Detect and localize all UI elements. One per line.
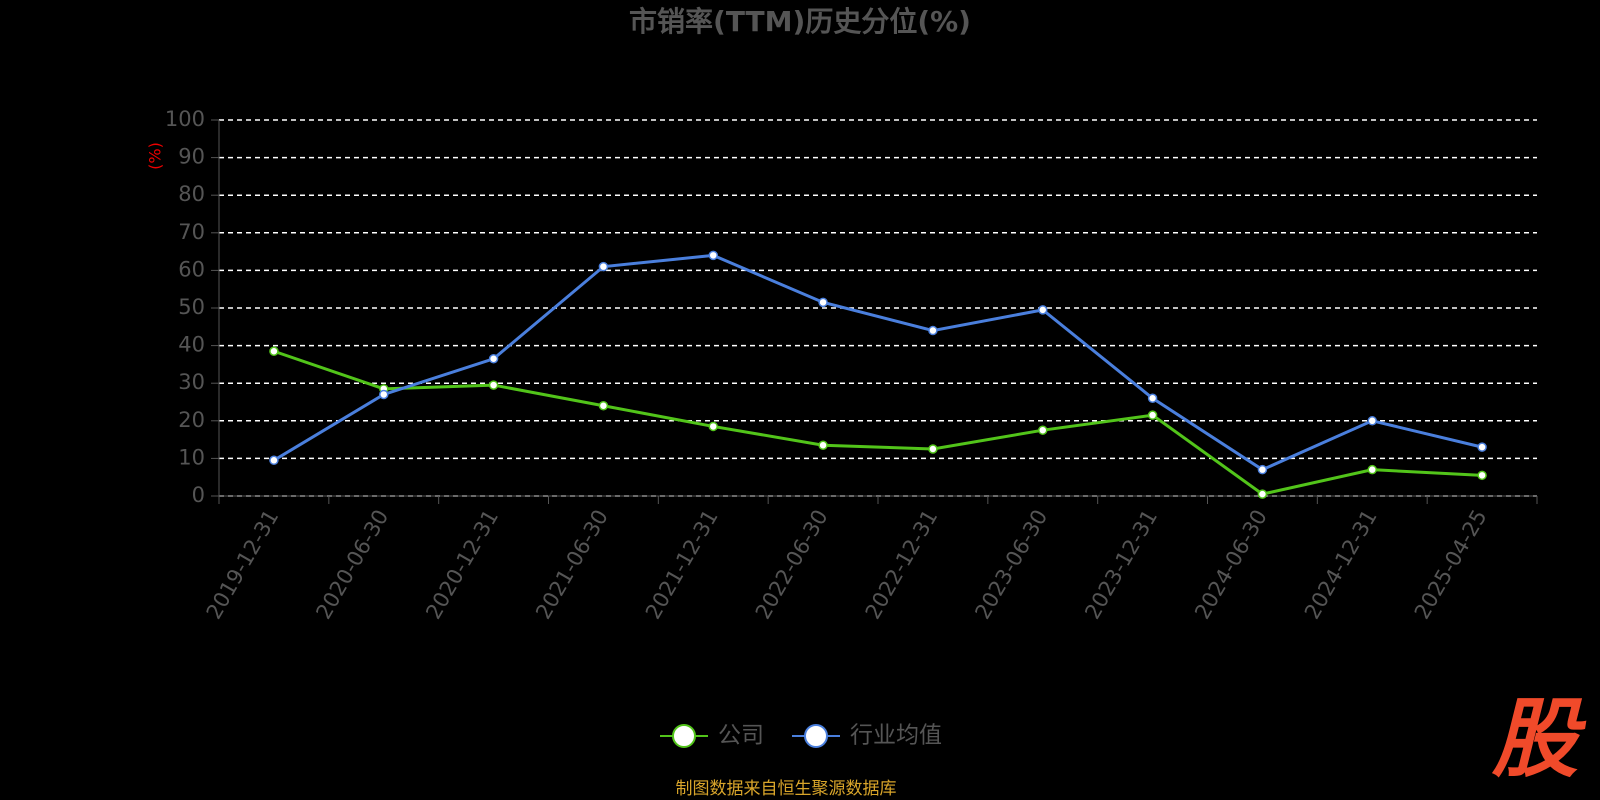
y-tick-label: 80 xyxy=(178,182,205,206)
legend-marker xyxy=(804,724,828,748)
y-axis-label: (%) xyxy=(146,142,165,170)
data-point xyxy=(598,401,609,411)
data-point xyxy=(1367,416,1377,426)
data-point xyxy=(1038,305,1048,315)
legend-marker xyxy=(672,724,696,748)
y-tick-label: 60 xyxy=(178,257,205,281)
data-point xyxy=(1147,393,1158,403)
series-line xyxy=(273,349,1483,496)
data-point xyxy=(1367,464,1377,475)
data-point xyxy=(379,389,389,400)
data-point xyxy=(818,440,828,450)
data-point xyxy=(1477,470,1487,481)
y-tick-label: 90 xyxy=(178,145,205,169)
data-point xyxy=(1257,464,1268,475)
y-tick-label: 10 xyxy=(178,445,205,469)
data-point xyxy=(1257,489,1268,499)
series-line xyxy=(273,253,1483,472)
data-point xyxy=(818,297,828,308)
chart-title: 市销率(TTM)历史分位(%) xyxy=(629,5,971,38)
y-tick-label: 100 xyxy=(165,107,205,131)
source-note: 制图数据来自恒生聚源数据库 xyxy=(676,779,897,799)
legend-label: 行业均值 xyxy=(850,723,942,749)
y-tick-label: 50 xyxy=(178,295,205,319)
data-point xyxy=(1147,410,1158,420)
data-point xyxy=(928,325,938,336)
legend-label: 公司 xyxy=(718,723,764,749)
y-tick-label: 40 xyxy=(178,333,205,357)
data-point xyxy=(1038,425,1048,435)
data-point xyxy=(598,261,609,272)
y-tick-label: 20 xyxy=(178,408,205,432)
data-point xyxy=(928,444,938,454)
y-tick-label: 70 xyxy=(178,220,205,244)
data-point xyxy=(1477,442,1487,452)
data-point xyxy=(269,346,279,356)
y-tick-label: 30 xyxy=(178,370,205,394)
data-point xyxy=(488,380,499,390)
data-point xyxy=(488,354,499,364)
watermark: 股 xyxy=(1491,689,1587,789)
y-tick-label: 0 xyxy=(192,483,205,507)
data-point xyxy=(708,421,718,432)
data-point xyxy=(708,250,718,261)
data-point xyxy=(269,455,279,466)
